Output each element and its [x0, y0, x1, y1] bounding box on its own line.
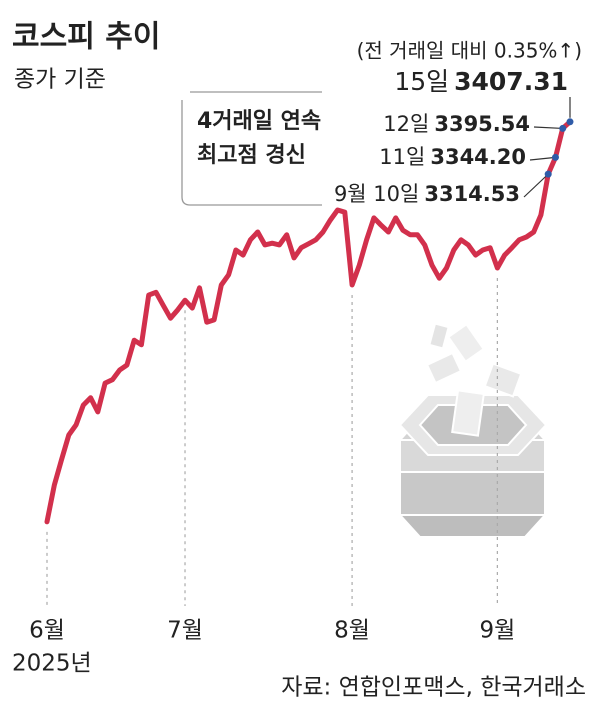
date-label: 15일: [394, 67, 449, 96]
value-text: 3344.20: [430, 145, 526, 169]
year-label: 2025년: [12, 651, 92, 677]
leader-line: [529, 156, 556, 161]
leader-line: [523, 173, 549, 198]
value-text: 3407.31: [454, 67, 568, 96]
point: [551, 153, 559, 161]
annotation-box: [181, 91, 322, 206]
point: [544, 170, 552, 178]
date-label: 11일: [379, 145, 425, 169]
point: [559, 124, 567, 132]
value-text: 3395.54: [434, 112, 530, 136]
value-label: 9월 10일 3314.53: [334, 182, 520, 206]
x-tick-label: 7월: [167, 618, 203, 644]
ballot-box-illustration: [397, 322, 548, 538]
point: [566, 118, 574, 126]
x-tick-label: 8월: [334, 618, 370, 644]
annotation-line: 4거래일 연속: [197, 109, 321, 134]
date-label: 9월 10일: [334, 182, 419, 206]
kospi-line: [44, 119, 573, 525]
chart-title: 코스피 추이: [12, 20, 160, 55]
value-label: 12일 3395.54: [383, 112, 530, 136]
date-label: 12일: [383, 112, 429, 136]
value-label: 15일 3407.31: [394, 67, 568, 96]
change-note: (전 거래일 대비 0.35%↑): [357, 39, 582, 63]
x-tick-label: 9월: [479, 618, 515, 644]
value-label: 11일 3344.20: [379, 145, 526, 169]
value-text: 3314.53: [424, 182, 520, 206]
leader-line: [533, 126, 563, 130]
annotation-line: 최고점 경신: [197, 143, 306, 168]
x-tick-label: 6월: [29, 618, 65, 644]
chart-subtitle: 종가 기준: [14, 67, 106, 93]
source: 자료: 연합인포맥스, 한국거래소: [281, 675, 586, 701]
